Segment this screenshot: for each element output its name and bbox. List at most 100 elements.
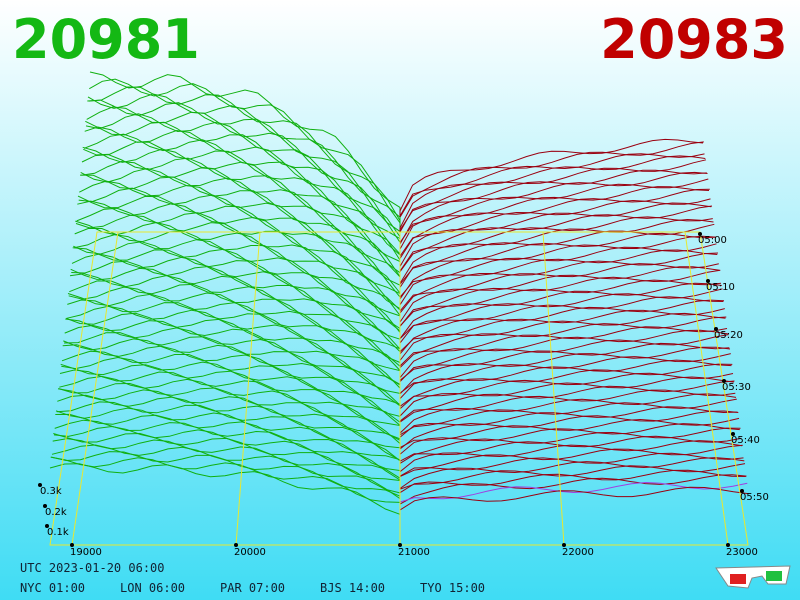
time-tick bbox=[698, 232, 702, 236]
ask-depth-line bbox=[399, 171, 708, 255]
ask-depth-line bbox=[399, 393, 737, 445]
bid-depth-line bbox=[62, 344, 401, 430]
bid-depth-line bbox=[82, 146, 401, 280]
depth-tick bbox=[43, 504, 47, 508]
bid-depth-line bbox=[61, 356, 401, 440]
bid-depth-line bbox=[88, 86, 401, 235]
bid-depth-line bbox=[75, 220, 401, 335]
bid-depth-line bbox=[74, 228, 401, 340]
time-label: 05:30 bbox=[722, 382, 751, 393]
ask-depth-line bbox=[399, 296, 724, 360]
bid-depth-line bbox=[81, 154, 401, 285]
bid-depth-line bbox=[59, 375, 401, 455]
ask-depth-line bbox=[399, 232, 716, 305]
depth-tick bbox=[45, 524, 49, 528]
ask-depth-line bbox=[399, 410, 739, 460]
ask-depth-line bbox=[399, 299, 725, 365]
bid-depth-line bbox=[86, 106, 401, 250]
ask-depth-line bbox=[399, 235, 716, 310]
ask-depth-line bbox=[399, 138, 704, 225]
bid-depth-line bbox=[79, 174, 401, 300]
time-label: 05:20 bbox=[714, 330, 743, 341]
ask-depth-line bbox=[399, 346, 731, 405]
ask-depth-line bbox=[399, 308, 725, 370]
bid-depth-line bbox=[76, 207, 401, 325]
price-label: 23000 bbox=[726, 547, 758, 558]
bid-depth-line bbox=[79, 180, 401, 305]
price-label: 22000 bbox=[562, 547, 594, 558]
ask-depth-line bbox=[399, 202, 712, 280]
depth-label: 0.3k bbox=[40, 486, 62, 497]
green-lens bbox=[766, 571, 782, 581]
bid-depth-line bbox=[49, 463, 401, 525]
bid-depth-line bbox=[75, 214, 401, 330]
price-grid-line bbox=[542, 231, 565, 546]
time-label: 05:00 bbox=[698, 235, 727, 246]
utc-time: UTC 2023-01-20 06:00 bbox=[20, 561, 165, 575]
price-tick bbox=[70, 543, 74, 547]
ask-depth-line bbox=[399, 359, 732, 415]
time-tick bbox=[740, 489, 744, 493]
ask-depth-line bbox=[399, 316, 727, 380]
ask-depth-line bbox=[399, 486, 749, 525]
time-label: 05:10 bbox=[706, 282, 735, 293]
bid-depth-line bbox=[80, 167, 401, 295]
depth-tick bbox=[38, 483, 42, 487]
ask-depth-line bbox=[399, 188, 710, 270]
depth-lines bbox=[49, 71, 749, 525]
zone-time: NYC 01:00 bbox=[20, 581, 85, 595]
bid-depth-line bbox=[65, 318, 401, 410]
time-tick bbox=[714, 327, 718, 331]
ask-depth-line bbox=[399, 326, 728, 385]
depth-label: 0.1k bbox=[47, 527, 69, 538]
ask-depth-line bbox=[399, 469, 746, 510]
ask-depth-line bbox=[399, 423, 740, 470]
price-label: 21000 bbox=[398, 547, 430, 558]
time-label: 05:40 bbox=[731, 435, 760, 446]
ask-depth-line bbox=[399, 266, 720, 335]
bid-depth-line bbox=[85, 113, 401, 255]
ask-depth-line bbox=[399, 155, 706, 240]
bid-depth-line bbox=[53, 425, 401, 495]
ask-depth-line bbox=[399, 427, 741, 475]
ask-depth-line bbox=[399, 342, 730, 400]
bid-depth-line bbox=[71, 260, 401, 365]
time-tick bbox=[706, 279, 710, 283]
bid-depth-line bbox=[89, 78, 401, 230]
ask-depth-line bbox=[399, 249, 718, 320]
zone-time: LON 06:00 bbox=[120, 581, 185, 595]
ask-depth-line bbox=[399, 440, 743, 485]
bid-depth-line bbox=[78, 187, 401, 310]
bid-depth-line bbox=[72, 247, 401, 355]
price-label: 19000 bbox=[70, 547, 102, 558]
ask-depth-line bbox=[399, 269, 721, 340]
zone-time: TYO 15:00 bbox=[420, 581, 485, 595]
price-grid-line bbox=[71, 231, 119, 546]
ask-depth-line bbox=[399, 474, 747, 515]
price-tick bbox=[398, 543, 402, 547]
bid-depth-line bbox=[63, 332, 401, 420]
ask-depth-line bbox=[399, 282, 722, 350]
bid-depth-line bbox=[60, 363, 401, 445]
ask-depth-line bbox=[399, 457, 745, 500]
price-tick bbox=[562, 543, 566, 547]
bid-depth-line bbox=[85, 120, 401, 260]
bid-depth-line bbox=[51, 451, 401, 515]
price-grid-line bbox=[684, 231, 729, 546]
price-tick bbox=[726, 543, 730, 547]
ask-depth-line bbox=[399, 406, 738, 455]
price-label: 20000 bbox=[234, 547, 266, 558]
bid-depth-line bbox=[57, 394, 401, 470]
bid-depth-line bbox=[67, 299, 401, 395]
bid-depth-line bbox=[87, 93, 401, 240]
ask-price: 20983 bbox=[600, 8, 788, 71]
bid-depth-line bbox=[83, 141, 401, 275]
price-tick bbox=[234, 543, 238, 547]
bid-depth-line bbox=[50, 456, 401, 520]
ask-depth-line bbox=[399, 329, 728, 390]
bid-depth-line bbox=[57, 388, 401, 465]
bid-depth-line bbox=[55, 413, 401, 485]
time-tick bbox=[731, 432, 735, 436]
zone-time: BJS 14:00 bbox=[320, 581, 385, 595]
